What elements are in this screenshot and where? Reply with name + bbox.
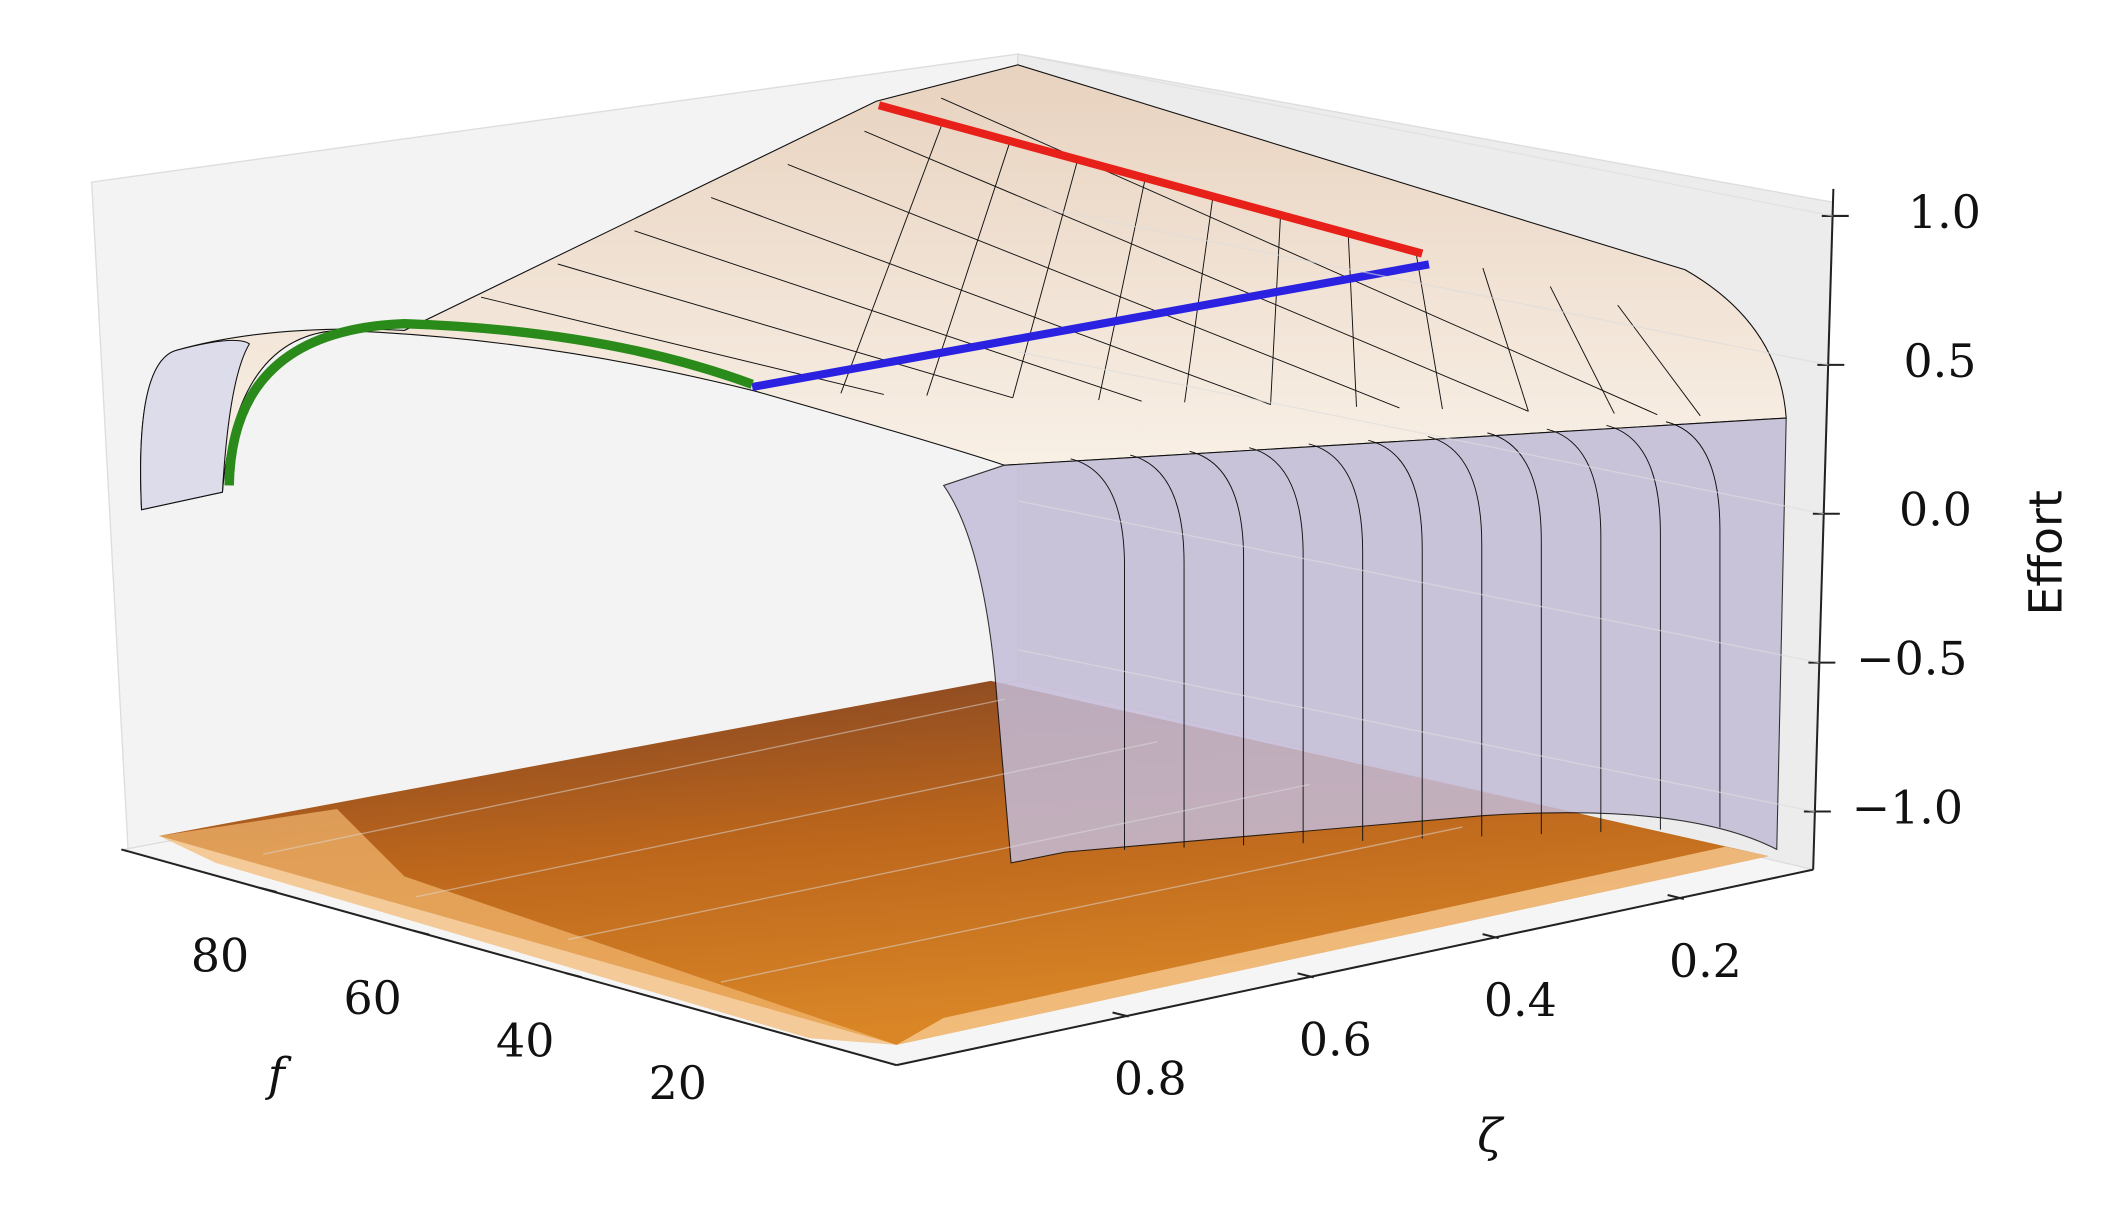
grid-line — [568, 783, 1310, 941]
mesh-line — [710, 197, 1271, 405]
z-tick-label: 0.0 — [1899, 483, 1972, 537]
y-tick-label: 0.2 — [1669, 934, 1742, 988]
mesh-line — [1487, 432, 1542, 835]
mesh-line — [1665, 421, 1721, 828]
mesh-line — [864, 130, 1529, 412]
surface-wall — [942, 417, 1787, 864]
z-tick-label: −0.5 — [1856, 632, 1967, 686]
mesh-line — [1130, 454, 1185, 848]
blue-curve — [751, 260, 1430, 392]
y-tick-label: 0.6 — [1299, 1012, 1372, 1066]
grid-line — [263, 698, 1005, 855]
y-tick-label: 0.8 — [1114, 1052, 1187, 1106]
x-tick — [718, 1014, 735, 1021]
grid-line — [1017, 500, 1820, 664]
z-axis-label: Effort — [2019, 490, 2073, 615]
mesh-line — [1098, 175, 1147, 401]
mesh-line — [1427, 436, 1483, 837]
mesh-line — [634, 230, 1142, 402]
mesh-line — [1482, 267, 1529, 412]
grid-line — [1017, 53, 1833, 217]
mesh-line — [1368, 439, 1423, 839]
grid-line — [415, 741, 1158, 898]
x-tick-label: 40 — [496, 1014, 554, 1068]
contour-edge — [159, 808, 897, 1045]
mesh-line — [557, 263, 1013, 399]
x-tick-label: 20 — [649, 1056, 707, 1110]
mesh-line — [1249, 447, 1304, 844]
red-curve — [877, 101, 1424, 258]
x-tick — [565, 972, 583, 979]
mesh-line — [1070, 458, 1125, 850]
mesh-line — [1347, 230, 1357, 407]
green-curve — [224, 318, 754, 486]
mesh-line — [1308, 443, 1364, 841]
z-tick-label: 1.0 — [1908, 185, 1981, 239]
mesh-line — [1184, 193, 1214, 403]
mesh-line — [1189, 450, 1245, 846]
contour-edge — [896, 846, 1769, 1045]
y-tick — [1112, 1011, 1129, 1018]
grid-line — [1017, 202, 1829, 366]
x-tick — [260, 886, 277, 893]
grid-line — [720, 826, 1463, 983]
mesh-line — [1549, 286, 1615, 414]
y-tick — [1667, 893, 1685, 900]
z-tick-label: 0.5 — [1904, 334, 1977, 388]
mesh-line — [1270, 212, 1282, 405]
x-axis-label: f — [265, 1048, 292, 1102]
mesh-line — [1606, 424, 1661, 830]
y-tick — [1297, 972, 1314, 979]
mesh-line — [787, 163, 1400, 409]
mesh-line — [1415, 249, 1443, 410]
x-tick-label: 60 — [343, 971, 401, 1025]
x-tick-label: 80 — [191, 928, 249, 982]
z-tick-label: −1.0 — [1852, 781, 1963, 835]
surface-left-wall — [140, 339, 251, 511]
y-tick-label: 0.4 — [1484, 973, 1557, 1027]
mesh-line — [840, 119, 945, 394]
y-axis-label: ζ — [1477, 1108, 1505, 1162]
grid-line — [1017, 351, 1824, 515]
mesh-line — [1617, 304, 1701, 417]
y-tick — [1482, 933, 1500, 940]
grid-line — [1017, 649, 1815, 813]
mesh-line — [1546, 428, 1602, 832]
mesh-line — [1012, 156, 1079, 398]
x-tick — [412, 929, 430, 936]
